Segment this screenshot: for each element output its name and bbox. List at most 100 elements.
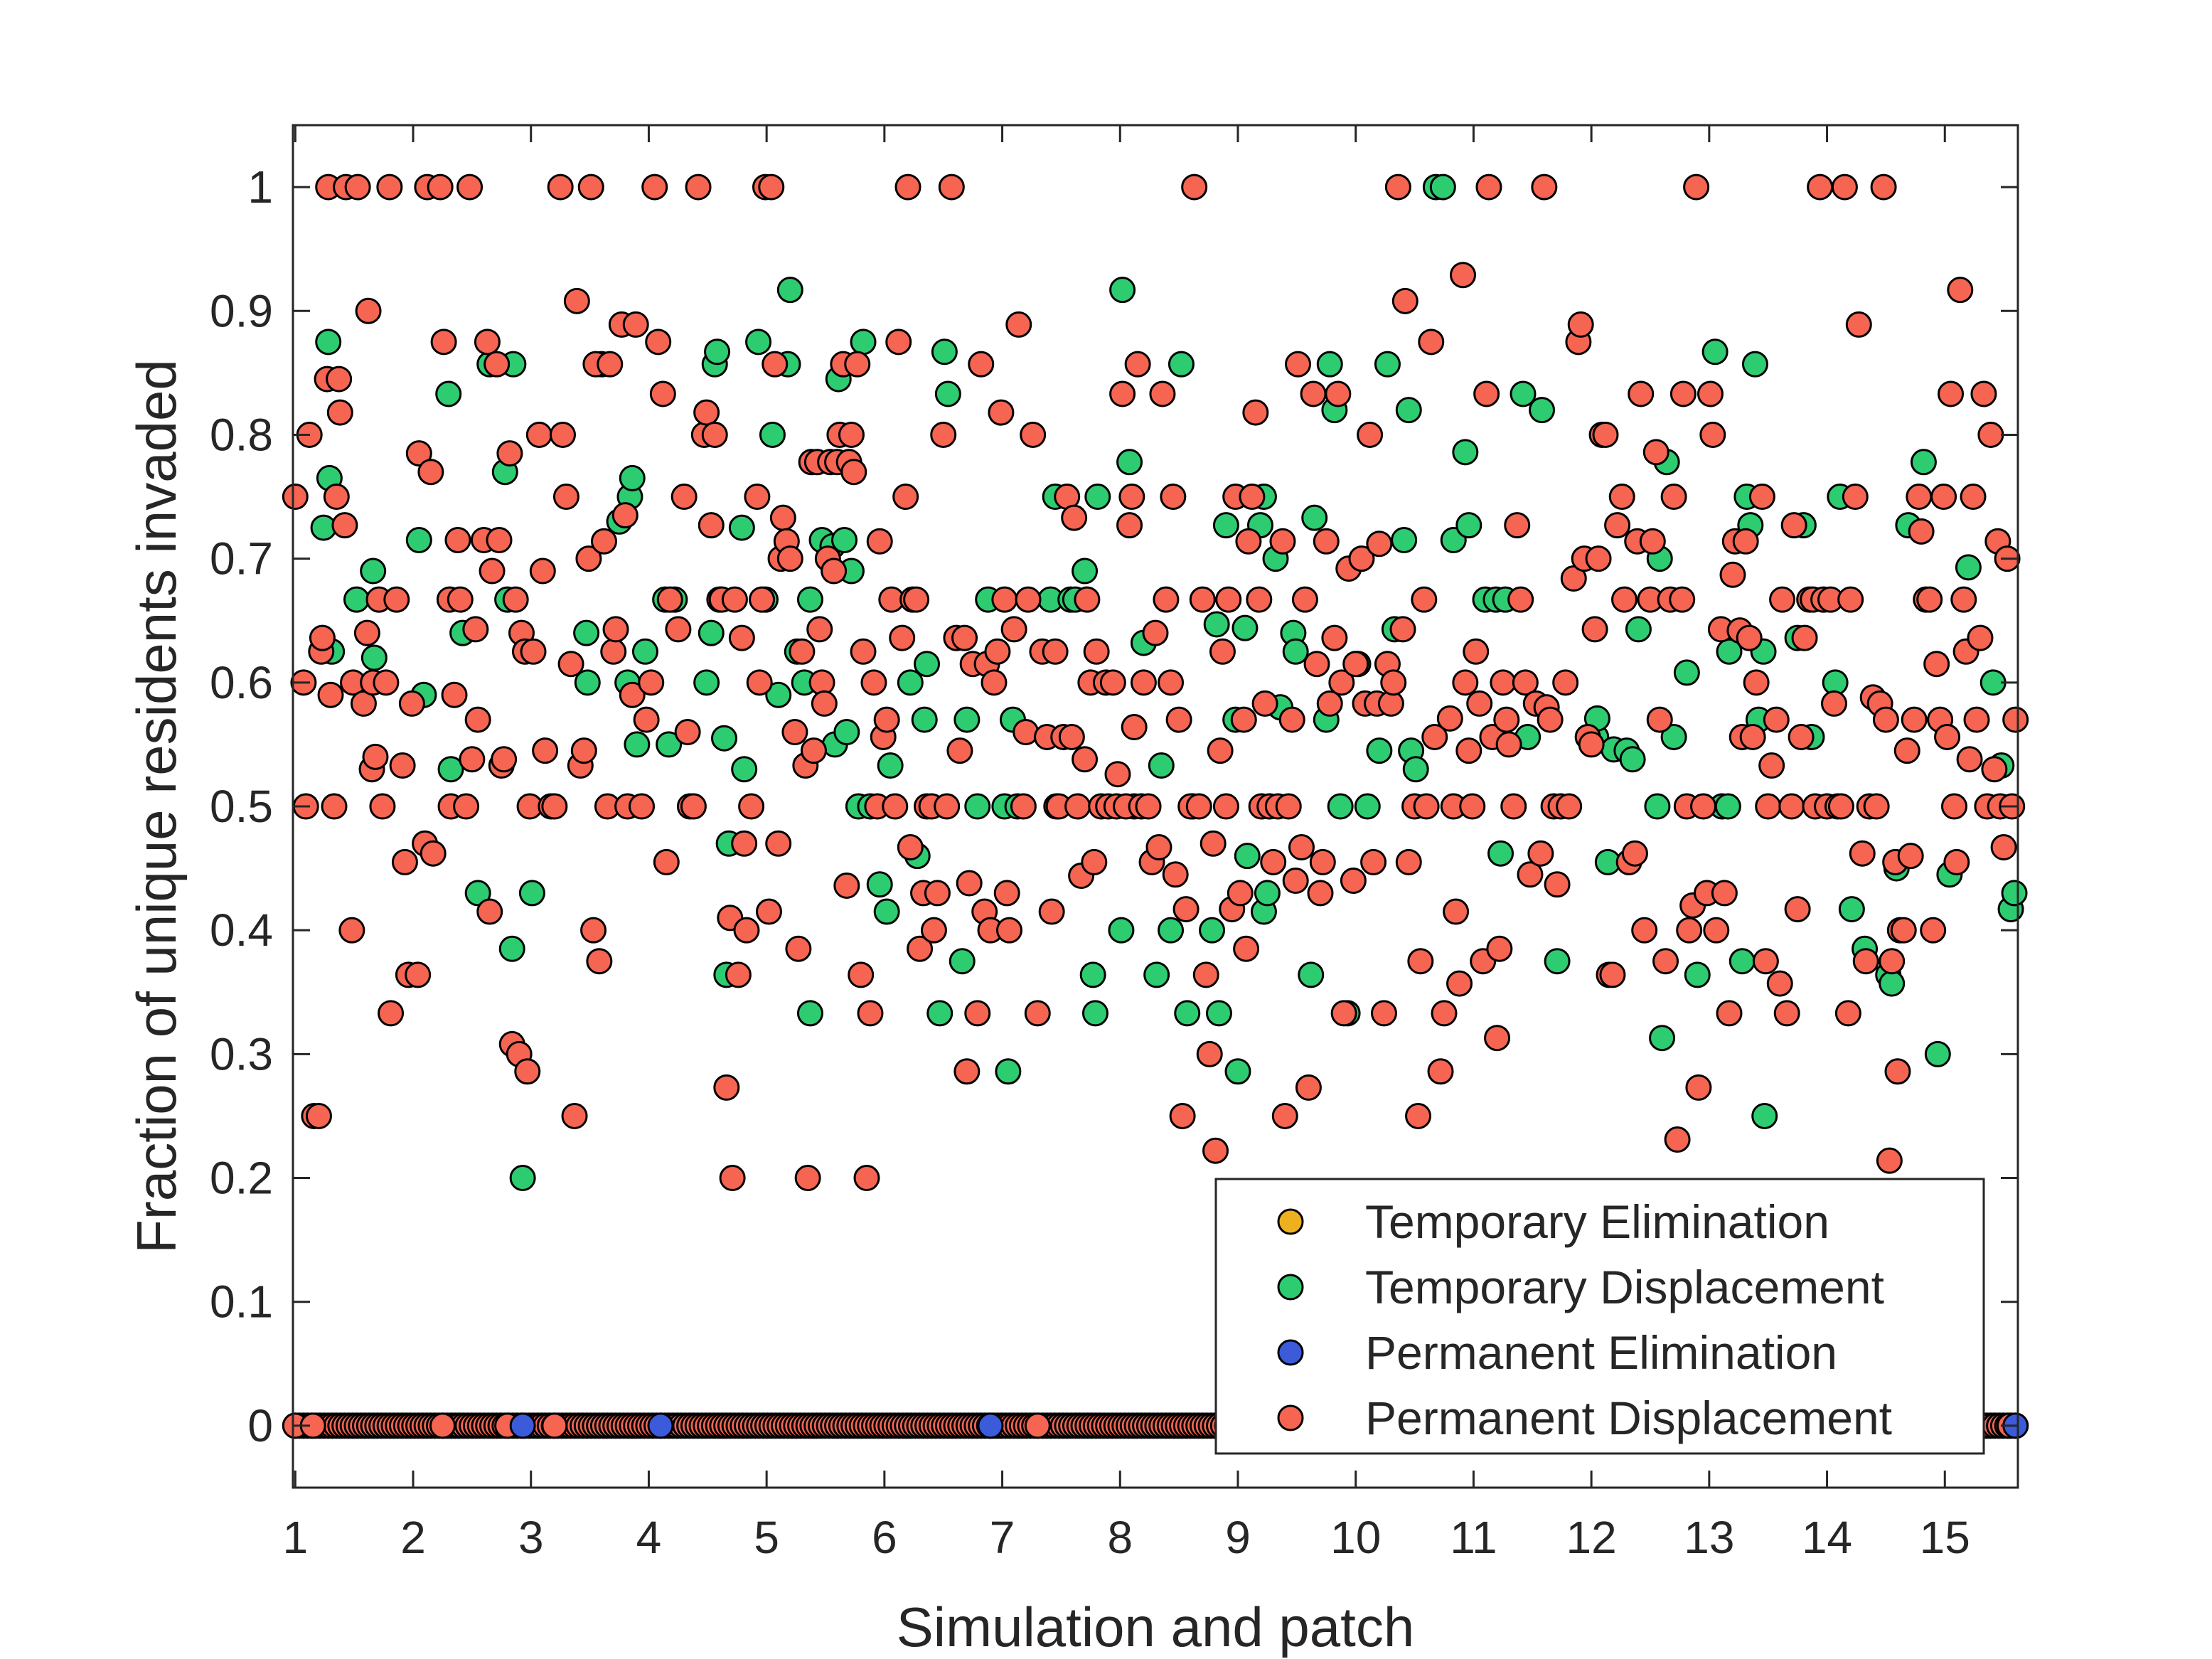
point-permanent-displacement bbox=[1303, 651, 1330, 678]
point-permanent-displacement bbox=[1242, 399, 1269, 426]
x-tick-label: 13 bbox=[1684, 1512, 1734, 1563]
point-permanent-displacement bbox=[491, 746, 518, 773]
point-temporary-displacement bbox=[1354, 793, 1381, 820]
point-permanent-displacement bbox=[1763, 706, 1790, 733]
point-temporary-displacement bbox=[1108, 917, 1135, 944]
point-permanent-displacement bbox=[1013, 718, 1040, 745]
legend-label-temporary-elimination: Temporary Elimination bbox=[1365, 1195, 1829, 1248]
point-permanent-displacement bbox=[1357, 421, 1384, 448]
point-permanent-displacement bbox=[1556, 793, 1583, 820]
point-permanent-displacement bbox=[1884, 1058, 1911, 1085]
point-permanent-displacement bbox=[1058, 723, 1085, 750]
point-temporary-displacement bbox=[704, 338, 731, 366]
point-permanent-displacement bbox=[1348, 545, 1375, 572]
point-permanent-displacement bbox=[1920, 917, 1947, 944]
point-permanent-displacement bbox=[486, 527, 513, 554]
point-permanent-displacement bbox=[1897, 843, 1924, 870]
point-temporary-displacement bbox=[1741, 351, 1768, 378]
point-permanent-displacement bbox=[1743, 669, 1770, 696]
point-permanent-displacement bbox=[597, 351, 624, 378]
point-temporary-displacement bbox=[833, 718, 860, 745]
point-permanent-displacement bbox=[924, 880, 951, 907]
point-permanent-displacement bbox=[1531, 174, 1558, 201]
point-permanent-displacement bbox=[549, 421, 576, 448]
point-permanent-displacement bbox=[844, 351, 871, 378]
point-permanent-displacement bbox=[1578, 731, 1605, 758]
point-permanent-displacement bbox=[1581, 616, 1608, 643]
point-permanent-displacement bbox=[611, 502, 639, 529]
point-permanent-displacement bbox=[1778, 793, 1805, 820]
point-permanent-displacement bbox=[1852, 948, 1879, 975]
point-permanent-displacement bbox=[1473, 380, 1500, 407]
legend: Temporary Elimination Temporary Displace… bbox=[1214, 1178, 1985, 1455]
point-temporary-displacement bbox=[498, 935, 525, 962]
point-permanent-displacement bbox=[674, 718, 701, 745]
x-tick-label: 15 bbox=[1920, 1512, 1970, 1563]
point-permanent-displacement bbox=[1552, 669, 1579, 696]
point-permanent-displacement bbox=[968, 351, 995, 378]
point-permanent-displacement bbox=[1466, 690, 1493, 717]
point-permanent-displacement bbox=[1567, 311, 1594, 338]
point-permanent-displacement bbox=[405, 961, 432, 988]
point-permanent-displacement bbox=[907, 935, 934, 962]
point-permanent-displacement bbox=[882, 793, 909, 820]
point-permanent-displacement bbox=[853, 1165, 880, 1192]
point-permanent-displacement bbox=[785, 935, 812, 962]
point-permanent-displacement bbox=[1285, 351, 1312, 378]
point-temporary-displacement bbox=[1366, 737, 1393, 764]
x-axis-ticks: 1 2 3 4 5 6 7 8 9 10 11 12 13 14 15 bbox=[283, 125, 1970, 1563]
x-tick-label: 12 bbox=[1566, 1512, 1617, 1563]
point-permanent-displacement bbox=[600, 638, 627, 665]
point-permanent-displacement bbox=[873, 706, 900, 733]
point-permanent-displacement bbox=[389, 752, 416, 779]
point-permanent-displacement bbox=[429, 1412, 456, 1439]
point-permanent-displacement bbox=[1963, 706, 1990, 733]
point-permanent-displacement bbox=[701, 421, 728, 448]
point-permanent-displacement bbox=[866, 528, 893, 555]
point-permanent-displacement bbox=[1239, 484, 1266, 511]
point-permanent-displacement bbox=[1842, 484, 1869, 511]
point-permanent-displacement bbox=[1118, 484, 1145, 511]
point-temporary-displacement bbox=[1298, 961, 1325, 988]
point-permanent-displacement bbox=[561, 1102, 588, 1129]
point-permanent-displacement bbox=[1960, 484, 1987, 511]
point-permanent-displacement bbox=[840, 459, 867, 486]
point-permanent-displacement bbox=[1908, 518, 1935, 545]
y-tick-label: 0.6 bbox=[210, 657, 273, 708]
point-temporary-displacement bbox=[964, 793, 991, 820]
x-tick-label: 9 bbox=[1225, 1512, 1251, 1563]
point-temporary-displacement bbox=[911, 706, 938, 733]
point-temporary-displacement bbox=[1673, 659, 1700, 686]
point-permanent-displacement bbox=[641, 174, 668, 201]
legend-label-permanent-displacement: Permanent Displacement bbox=[1365, 1392, 1892, 1444]
point-permanent-displacement bbox=[1950, 586, 1977, 613]
point-permanent-displacement bbox=[638, 669, 665, 696]
point-permanent-displacement bbox=[1683, 174, 1710, 201]
point-permanent-displacement bbox=[1162, 861, 1189, 888]
point-temporary-displacement bbox=[1327, 793, 1354, 820]
point-permanent-displacement bbox=[1005, 311, 1032, 338]
point-permanent-displacement bbox=[1977, 421, 2004, 448]
point-permanent-displacement bbox=[1160, 484, 1187, 511]
point-permanent-displacement bbox=[1275, 793, 1302, 820]
point-permanent-elimination bbox=[509, 1412, 536, 1439]
point-temporary-displacement bbox=[1234, 843, 1261, 870]
point-permanent-displacement bbox=[1235, 528, 1262, 555]
point-permanent-displacement bbox=[951, 624, 978, 651]
point-permanent-displacement bbox=[1307, 880, 1334, 907]
point-permanent-displacement bbox=[897, 833, 924, 860]
point-permanent-displacement bbox=[1834, 1000, 1861, 1027]
point-permanent-displacement bbox=[1149, 380, 1176, 407]
point-temporary-displacement bbox=[360, 644, 388, 671]
point-temporary-displacement bbox=[1174, 1000, 1201, 1027]
point-temporary-displacement bbox=[1224, 1058, 1251, 1085]
y-tick-label: 0.4 bbox=[210, 905, 273, 956]
point-permanent-displacement bbox=[1042, 638, 1069, 665]
point-temporary-displacement bbox=[1109, 277, 1136, 304]
point-permanent-displacement bbox=[456, 174, 483, 201]
point-temporary-displacement bbox=[1838, 896, 1865, 923]
point-temporary-displacement bbox=[953, 706, 981, 733]
point-permanent-displacement bbox=[1269, 528, 1296, 555]
point-permanent-displacement bbox=[1227, 880, 1254, 907]
point-permanent-displacement bbox=[733, 917, 760, 944]
